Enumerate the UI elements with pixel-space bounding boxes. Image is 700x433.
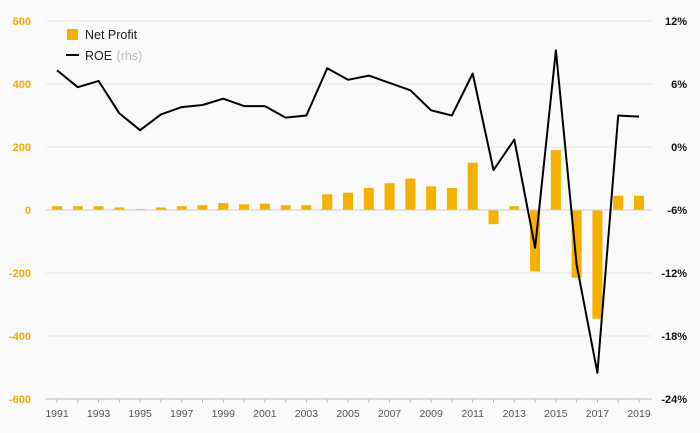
bar-net-profit-2006 xyxy=(363,187,374,210)
left-axis-ticks: 600 400 200 0 -200 -400 -600 xyxy=(9,16,31,406)
x-tick-label: 1999 xyxy=(212,408,236,420)
right-tick-label: -24% xyxy=(661,394,687,406)
bar-net-profit-2018 xyxy=(613,195,624,210)
left-tick-label: 400 xyxy=(13,79,31,91)
right-tick-label: 6% xyxy=(671,79,687,91)
legend-roe-suffix: (rhs) xyxy=(117,49,143,63)
right-axis-ticks: 12% 6% 0% -6% -12% -18% -24% xyxy=(661,16,687,406)
bar-net-profit-2019 xyxy=(634,195,644,210)
left-tick-label: 200 xyxy=(13,142,31,154)
bar-net-profit-2012 xyxy=(488,210,499,225)
legend-swatch-net-profit xyxy=(67,29,78,40)
x-axis: 1991 1993 1995 1997 1999 2001 2003 2005 2007 2009… xyxy=(45,398,652,420)
right-tick-label: -18% xyxy=(661,331,687,343)
left-tick-label: 0 xyxy=(25,205,31,217)
bar-net-profit-1992 xyxy=(72,206,83,210)
x-tick-label: 2013 xyxy=(503,408,527,420)
bar-net-profit-1993 xyxy=(93,206,104,210)
legend-label-net-profit: Net Profit xyxy=(85,28,138,42)
legend-label-roe: ROE (rhs) xyxy=(85,47,142,64)
x-tick-label: 2003 xyxy=(295,408,319,420)
x-tick-label: 2001 xyxy=(253,408,277,420)
legend-roe-name: ROE xyxy=(85,49,112,63)
bar-net-profit-2002 xyxy=(280,205,291,210)
bar-net-profit-1999 xyxy=(218,203,229,210)
x-tick-label: 2005 xyxy=(336,408,360,420)
bar-net-profit-2010 xyxy=(446,187,457,210)
legend: Net Profit ROE (rhs) xyxy=(66,28,142,64)
left-tick-label: -200 xyxy=(9,268,31,280)
bar-net-profit-2003 xyxy=(301,205,312,210)
bar-net-profit-1991 xyxy=(52,206,62,210)
right-tick-label: -12% xyxy=(661,268,687,280)
bar-net-profit-2009 xyxy=(426,186,437,210)
bar-net-profit-2001 xyxy=(259,203,270,210)
bar-net-profit-2000 xyxy=(239,204,250,210)
roe-line xyxy=(56,49,640,374)
bar-net-profit-1994 xyxy=(114,207,125,210)
x-tick-label: 2017 xyxy=(586,408,610,420)
x-tick-label: 1995 xyxy=(128,408,152,420)
bar-net-profit-2017 xyxy=(592,210,603,319)
x-tick-label: 1991 xyxy=(45,408,69,420)
bar-net-profit-2016 xyxy=(571,210,582,278)
x-tick-label: 2015 xyxy=(544,408,568,420)
bar-net-profit-2008 xyxy=(405,178,416,210)
right-tick-label: -6% xyxy=(667,205,687,217)
x-tick-label: 1993 xyxy=(87,408,111,420)
bar-net-profit-2015 xyxy=(550,150,561,210)
x-tick-label: 2011 xyxy=(461,408,484,420)
bar-net-profit-1998 xyxy=(197,205,208,210)
x-tick-label: 2019 xyxy=(627,408,651,420)
left-tick-label: -600 xyxy=(9,394,31,406)
x-tick-label: 2007 xyxy=(378,408,402,420)
bar-net-profit-2013 xyxy=(509,206,520,210)
net-profit-bars xyxy=(52,150,644,319)
left-tick-label: 600 xyxy=(13,16,31,28)
bar-net-profit-1996 xyxy=(155,207,166,210)
bar-net-profit-2007 xyxy=(384,183,395,210)
x-tick-label: 2009 xyxy=(419,408,443,420)
x-tick-label: 1997 xyxy=(170,408,194,420)
bar-net-profit-2011 xyxy=(467,162,478,210)
right-tick-label: 0% xyxy=(671,142,687,154)
bar-net-profit-2004 xyxy=(322,194,333,210)
right-tick-label: 12% xyxy=(665,16,687,28)
left-tick-label: -400 xyxy=(9,331,31,343)
bar-net-profit-2005 xyxy=(343,192,353,210)
bar-net-profit-1997 xyxy=(176,206,187,210)
